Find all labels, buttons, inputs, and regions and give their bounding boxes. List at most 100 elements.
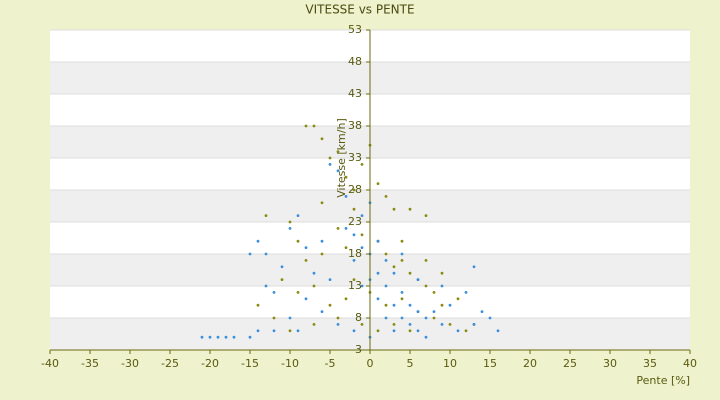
point	[248, 335, 252, 339]
point	[344, 297, 348, 301]
point	[328, 156, 332, 160]
point	[320, 201, 324, 205]
point	[328, 163, 332, 166]
x-tick-label: 10	[443, 357, 457, 370]
point	[200, 335, 204, 339]
point	[296, 329, 300, 333]
point	[320, 239, 324, 243]
point	[280, 265, 284, 269]
y-tick-label: 43	[348, 87, 362, 100]
x-axis-label: Pente [%]	[636, 374, 690, 387]
x-tick-label: 15	[483, 357, 497, 370]
point	[312, 124, 316, 128]
point	[304, 259, 308, 262]
point	[360, 284, 364, 288]
y-tick-label: 53	[348, 23, 362, 36]
point	[400, 259, 404, 262]
point	[344, 175, 348, 179]
point	[312, 284, 316, 288]
point	[376, 239, 380, 243]
point	[400, 316, 404, 320]
point	[440, 303, 444, 307]
point	[456, 329, 460, 333]
point	[392, 207, 396, 211]
point	[296, 214, 300, 218]
point	[448, 323, 452, 326]
point	[360, 246, 364, 250]
point	[424, 259, 428, 262]
point	[264, 284, 268, 288]
point	[320, 252, 324, 256]
point	[272, 329, 276, 333]
point	[272, 316, 276, 320]
point	[320, 310, 324, 313]
point	[336, 227, 340, 230]
y-tick-label: 38	[348, 119, 362, 132]
point	[488, 316, 492, 320]
point	[256, 239, 260, 243]
point	[400, 239, 404, 243]
point	[312, 271, 316, 275]
point	[216, 335, 220, 339]
point	[352, 233, 356, 237]
point	[400, 252, 404, 256]
point	[304, 124, 308, 128]
y-axis-label: Vitesse [km/h]	[335, 118, 348, 198]
point	[360, 233, 364, 237]
x-tick-label: 20	[523, 357, 537, 370]
point	[424, 316, 428, 320]
point	[480, 310, 484, 313]
y-tick-label: 13	[348, 279, 362, 292]
point	[352, 329, 356, 333]
point	[472, 265, 476, 269]
x-tick-label: 0	[367, 357, 374, 370]
point	[224, 335, 228, 339]
point	[408, 323, 412, 326]
point	[440, 323, 444, 326]
point	[432, 310, 436, 313]
point	[336, 316, 340, 320]
point	[360, 323, 364, 326]
y-tick-label: 28	[348, 183, 362, 196]
point	[376, 329, 380, 333]
point	[416, 329, 420, 333]
point	[392, 271, 396, 275]
point	[440, 271, 444, 275]
y-tick-label: 18	[348, 247, 362, 260]
point	[296, 239, 300, 243]
point	[264, 214, 268, 218]
point	[288, 227, 292, 230]
point	[360, 214, 364, 218]
point	[328, 278, 332, 281]
point	[464, 329, 468, 333]
point	[472, 323, 476, 326]
point	[296, 291, 300, 294]
x-tick-label: 25	[563, 357, 577, 370]
point	[256, 303, 260, 307]
point	[432, 316, 436, 320]
point	[376, 271, 380, 275]
x-tick-label: -10	[281, 357, 299, 370]
x-tick-label: 40	[683, 357, 697, 370]
y-tick-label: 23	[348, 215, 362, 228]
point	[408, 271, 412, 275]
point	[384, 316, 388, 320]
point	[288, 316, 292, 320]
point	[328, 303, 332, 307]
point	[352, 259, 356, 262]
y-tick-label: 33	[348, 151, 362, 164]
point	[408, 329, 412, 333]
point	[280, 278, 284, 281]
point	[424, 214, 428, 218]
point	[352, 207, 356, 211]
x-tick-label: 30	[603, 357, 617, 370]
point	[384, 259, 388, 262]
y-tick-label: 48	[348, 55, 362, 68]
point	[304, 297, 308, 301]
point	[336, 323, 340, 326]
point	[440, 284, 444, 288]
point	[408, 303, 412, 307]
point	[400, 291, 404, 294]
x-tick-label: -20	[201, 357, 219, 370]
